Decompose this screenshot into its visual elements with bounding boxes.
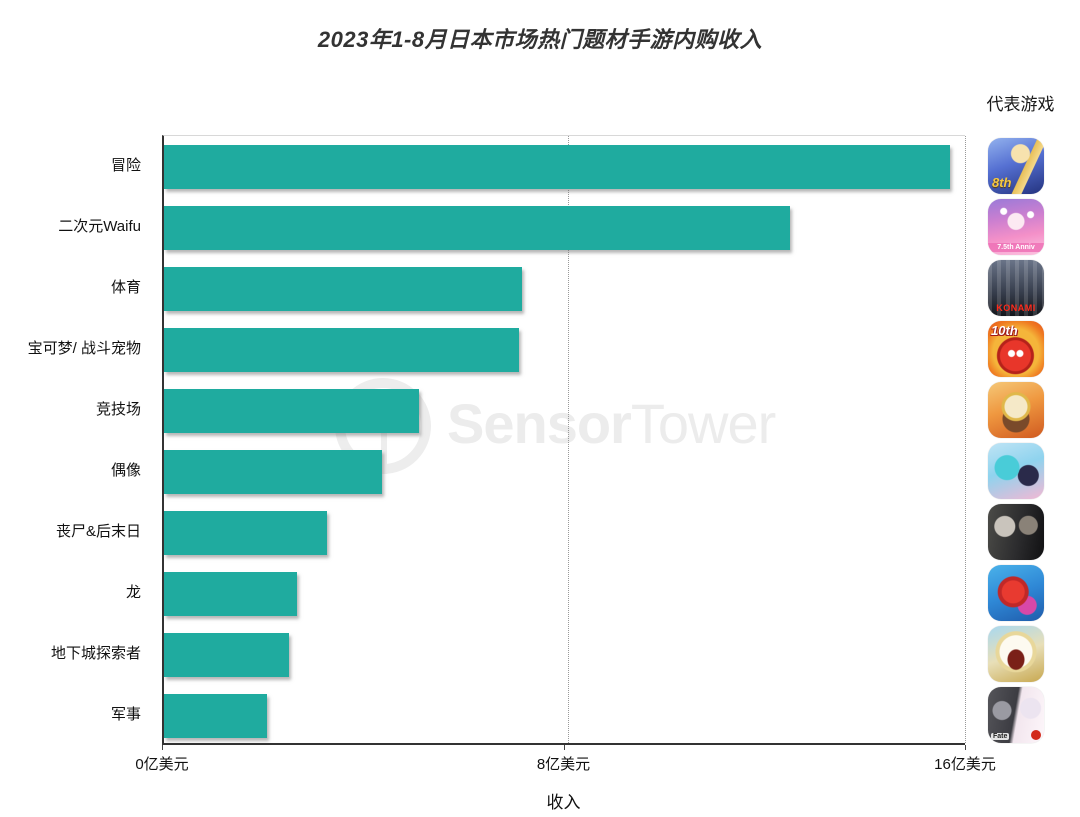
category-label-3: 宝可梦/ 战斗宠物 bbox=[27, 340, 141, 357]
puzzle-and-dragons-game-icon bbox=[988, 564, 1044, 621]
bar-7 bbox=[164, 571, 297, 616]
x-tickmark-0 bbox=[162, 745, 163, 750]
sensortower-watermark-text: SensorTower bbox=[447, 392, 776, 455]
x-axis-title: 收入 bbox=[546, 793, 581, 812]
watermark-tower-text: Tower bbox=[630, 392, 776, 455]
bar-2 bbox=[164, 266, 522, 311]
category-label-9: 军事 bbox=[110, 706, 141, 723]
category-label-5: 偶像 bbox=[110, 462, 141, 479]
bar-6 bbox=[164, 510, 327, 555]
category-label-8: 地下城探索者 bbox=[50, 645, 141, 662]
monster-strike-10th-game-icon: 10th bbox=[988, 320, 1044, 377]
bar-3 bbox=[164, 327, 520, 372]
game-icon-badge-2: KONAMI bbox=[996, 302, 1036, 313]
category-label-1: 二次元Waifu bbox=[58, 218, 141, 235]
plot-area bbox=[162, 135, 966, 745]
bar-4 bbox=[164, 388, 420, 433]
game-icon-badge-3: 10th bbox=[991, 322, 1018, 338]
x-tickmark-2 bbox=[965, 745, 966, 750]
x-tickmark-1 bbox=[563, 745, 565, 750]
bar-5 bbox=[164, 449, 382, 494]
game-icon-badge-0: 8th bbox=[992, 174, 1012, 190]
gridline-8-yi bbox=[567, 136, 569, 743]
gridline-16-yi bbox=[965, 136, 966, 743]
one-piece-bounty-rush-game-icon bbox=[988, 381, 1044, 438]
category-label-6: 丧尸&后末日 bbox=[55, 523, 141, 540]
bar-8 bbox=[164, 632, 290, 677]
category-label-2: 体育 bbox=[110, 279, 141, 296]
uma-musume-anniversary-game-icon: 7.5th Anniv bbox=[988, 198, 1044, 255]
x-tick-label-1: 8亿美元 bbox=[536, 756, 591, 773]
project-sekai-miku-game-icon bbox=[988, 442, 1044, 499]
chart-title: 2023年1-8月日本市场热门题材手游内购收入 bbox=[317, 27, 763, 52]
resident-evil-collab-game-icon bbox=[988, 503, 1044, 560]
pro-baseball-spirits-konami-game-icon: KONAMI bbox=[988, 259, 1044, 316]
x-tick-label-0: 0亿美元 bbox=[135, 756, 189, 773]
category-label-7: 龙 bbox=[125, 584, 141, 601]
bar-1 bbox=[164, 205, 790, 250]
fate-grand-order-8th-anniversary-game-icon: 8th bbox=[988, 137, 1044, 194]
military-fate-collab-game-icon: Fate bbox=[988, 686, 1044, 743]
representative-games-header: 代表游戏 bbox=[986, 95, 1055, 114]
game-icon-badge-1: 7.5th Anniv bbox=[988, 242, 1044, 252]
watermark-sensor-text: Sensor bbox=[447, 392, 632, 455]
one-piece-gear5-game-icon bbox=[988, 625, 1044, 682]
game-icon-badge-9: Fate bbox=[991, 732, 1010, 740]
category-label-0: 冒险 bbox=[110, 157, 141, 174]
x-tick-label-2: 16亿美元 bbox=[934, 756, 996, 773]
bar-0 bbox=[164, 144, 951, 189]
category-label-4: 竞技场 bbox=[95, 401, 141, 418]
sensortower-logo-stem-icon bbox=[381, 428, 387, 474]
bar-9 bbox=[164, 693, 267, 738]
